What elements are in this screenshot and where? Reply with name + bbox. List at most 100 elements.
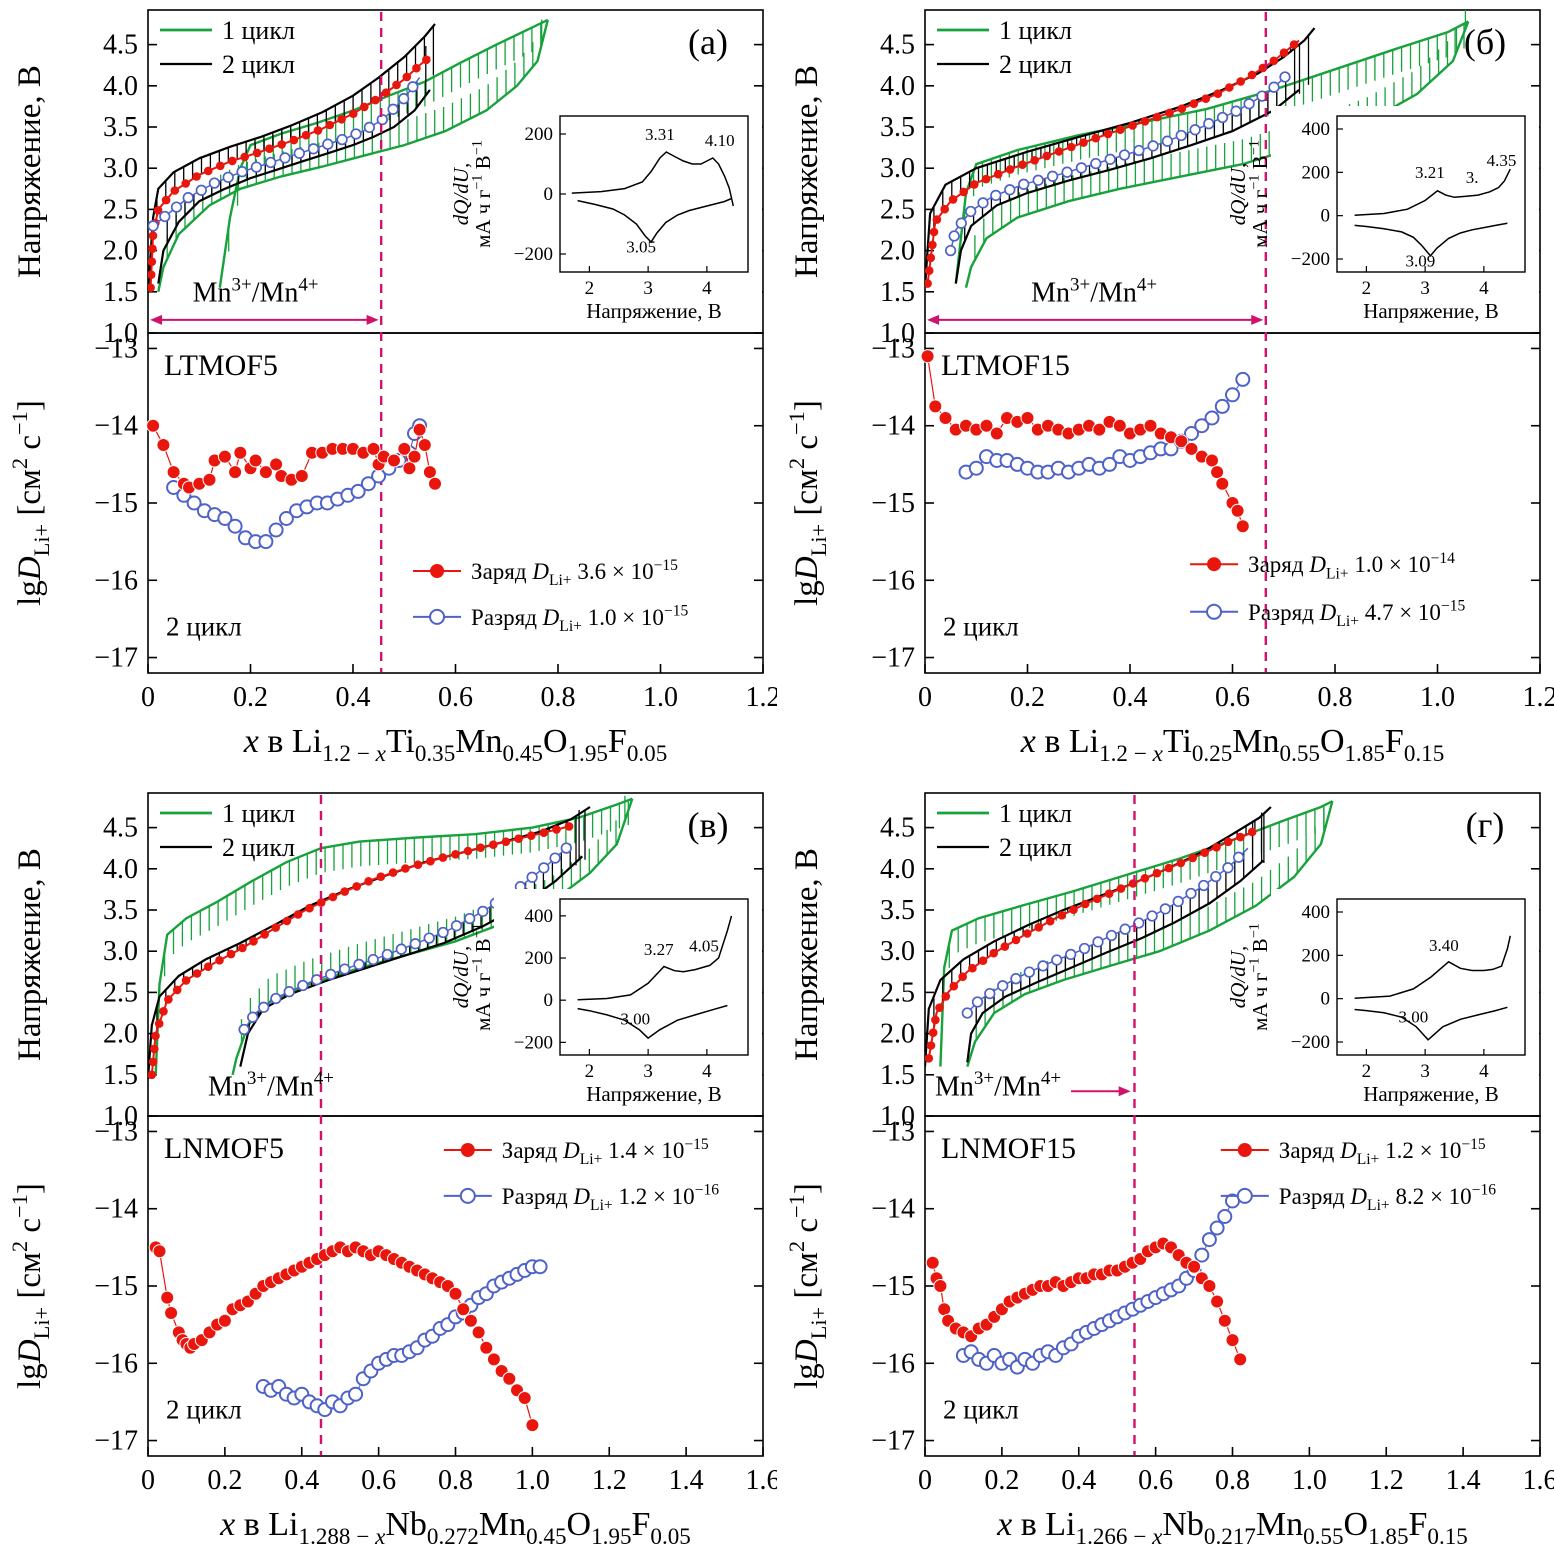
charge-point bbox=[1187, 1259, 1202, 1274]
charge-point bbox=[1235, 519, 1250, 534]
inset-y-tick: 400 bbox=[525, 906, 554, 927]
voltage-tick-label: 2.5 bbox=[103, 977, 138, 1008]
charge-point bbox=[486, 1352, 501, 1367]
voltage-axis-title: Напряжение, В bbox=[789, 65, 825, 278]
inset-x-tick: 2 bbox=[585, 278, 595, 299]
charge-point bbox=[937, 1302, 952, 1317]
inset-x-tick: 3 bbox=[1420, 278, 1430, 299]
voltage-tick-label: 3.0 bbox=[103, 153, 138, 184]
cycle1-charge-curve bbox=[939, 800, 1333, 1067]
inset-y-axis-title-1: dQ/dU, bbox=[449, 946, 473, 1008]
cycle1-discharge-curve bbox=[157, 19, 549, 293]
sample-name: LTMOF15 bbox=[941, 349, 1070, 382]
voltage-tick-label: 3.0 bbox=[880, 936, 915, 967]
sample-name: LNMOF5 bbox=[164, 1132, 284, 1165]
charge-point bbox=[928, 399, 943, 414]
axes: 1.01.52.02.53.03.54.04.5−13−14−15−16−170… bbox=[94, 30, 777, 713]
diffusion-legend: Заряд DLi+ 1.0 × 10−14 Разряд DLi+ 4.7 × … bbox=[1190, 550, 1466, 630]
charge-point bbox=[233, 445, 248, 460]
discharge-point bbox=[350, 483, 366, 499]
diffusion-tick-label: −15 bbox=[871, 488, 915, 519]
x-tick-label: 0.4 bbox=[284, 1465, 319, 1496]
discharge-point bbox=[1194, 418, 1210, 434]
charge-point bbox=[920, 349, 935, 364]
diffusion-tick-label: −14 bbox=[871, 1194, 915, 1225]
inset-y-tick: 400 bbox=[1302, 902, 1331, 923]
x-axis-formula: x в Li1.266 − xNb0.217Mn0.55O1.85F0.15 bbox=[996, 1506, 1468, 1549]
inset-y-tick: −200 bbox=[514, 244, 553, 265]
inset-peak-label: 3.21 bbox=[1415, 163, 1445, 182]
charge-point bbox=[517, 1391, 532, 1405]
inset-peak-label: 3.00 bbox=[1399, 1008, 1429, 1027]
charge-point bbox=[428, 476, 442, 491]
diffusion-legend-label: Разряд DLi+ 1.2 × 10−16 bbox=[502, 1182, 719, 1214]
charge-point bbox=[407, 449, 422, 464]
voltage-tick-label: 4.0 bbox=[103, 71, 138, 102]
charge-point bbox=[933, 1279, 948, 1293]
x-tick-label: 1.2 bbox=[1369, 1465, 1404, 1496]
cycle-legend: 1 цикл 2 цикл bbox=[160, 16, 295, 79]
inset-x-tick: 4 bbox=[1479, 1061, 1489, 1082]
diffusion-tick-label: −13 bbox=[871, 1116, 915, 1147]
charge-point bbox=[1230, 503, 1245, 518]
charge-point bbox=[938, 411, 953, 425]
discharge-point bbox=[1201, 1232, 1217, 1248]
discharge-point bbox=[532, 1259, 548, 1275]
cycle-note: 2 цикл bbox=[166, 612, 242, 642]
diffusion-tick-label: −16 bbox=[94, 565, 138, 596]
cycle-legend-label: 2 цикл bbox=[999, 50, 1072, 79]
discharge-point bbox=[1102, 456, 1117, 472]
x-tick-label: 0.6 bbox=[361, 1465, 396, 1496]
discharge-point bbox=[278, 511, 294, 526]
diffusion-plot: LNMOF15 2 цикл bbox=[925, 1132, 1248, 1425]
diffusion-tick-label: −16 bbox=[871, 565, 915, 596]
inset-x-axis-title: Напряжение, В bbox=[1363, 1082, 1498, 1106]
cycle-legend: 1 цикл 2 цикл bbox=[937, 16, 1072, 79]
inset-y-tick: 0 bbox=[544, 990, 554, 1011]
charge-point bbox=[1092, 422, 1107, 437]
dqdu-inset: 200 0 −200 2 3 4 3.31 4.10 3.05 Напряжение, В bbox=[494, 106, 762, 326]
x-tick-label: 1.0 bbox=[1420, 682, 1455, 713]
x-tick-label: 0.2 bbox=[207, 1465, 242, 1496]
diffusion-legend-label: Заряд DLi+ 1.4 × 10−15 bbox=[502, 1136, 709, 1168]
x-tick-label: 1.0 bbox=[1292, 1465, 1327, 1496]
charge-point bbox=[471, 1325, 486, 1340]
x-tick-label: 0.4 bbox=[1113, 682, 1148, 713]
charge-point bbox=[366, 441, 381, 456]
inset-peak-label: 3. bbox=[1466, 168, 1479, 187]
inset-peak-label: 3.40 bbox=[1429, 936, 1459, 955]
diffusion-axis-title: lgDLi+ [см2 с−1] bbox=[7, 1183, 54, 1389]
diffusion-tick-label: −16 bbox=[871, 1348, 915, 1379]
inset-charge-dqdu bbox=[577, 915, 733, 1001]
cycle2-charge-curve bbox=[925, 806, 1272, 1067]
charge-point bbox=[1202, 1279, 1217, 1293]
inset-y-axis-title-1: dQ/dU, bbox=[1226, 946, 1250, 1008]
voltage-tick-label: 4.5 bbox=[103, 30, 138, 61]
x-tick-label: 0.8 bbox=[1318, 682, 1353, 713]
charge-point bbox=[152, 1244, 167, 1259]
panel-letter: (а) bbox=[688, 22, 728, 62]
charge-point bbox=[448, 1286, 463, 1301]
mn-label: Mn3+/Mn4+ bbox=[208, 1068, 334, 1102]
cycle2-discharge-curve bbox=[954, 89, 1300, 284]
x-tick-label: 1.2 bbox=[746, 682, 778, 713]
charge-point bbox=[979, 418, 994, 433]
discharge-point bbox=[1235, 371, 1251, 387]
diffusion-tick-label: −14 bbox=[94, 411, 138, 442]
x-axis-formula: x в Li1.288 − xNb0.272Mn0.45O1.95F0.05 bbox=[219, 1506, 691, 1549]
diffusion-legend: Заряд DLi+ 3.6 × 10−15 Разряд DLi+ 1.0 × … bbox=[413, 557, 689, 635]
charge-point bbox=[217, 449, 232, 464]
inset-y-tick: 200 bbox=[1302, 945, 1331, 966]
panel-chart-g: 1.01.52.02.53.03.54.04.5−13−14−15−16−170… bbox=[784, 792, 1554, 1549]
voltage-tick-label: 2.5 bbox=[880, 977, 915, 1008]
inset-peak-label: 3.09 bbox=[1406, 252, 1436, 271]
diffusion-legend-label: Заряд DLi+ 3.6 × 10−15 bbox=[471, 557, 678, 589]
discharge-point bbox=[227, 518, 243, 534]
discharge-point bbox=[1217, 1209, 1233, 1224]
inset-y-axis-title-1: dQ/dU, bbox=[449, 163, 473, 225]
axes: 1.01.52.02.53.03.54.04.5−13−14−15−16−170… bbox=[94, 813, 777, 1496]
mn-label: Mn3+/Mn4+ bbox=[935, 1068, 1061, 1102]
x-tick-label: 0.2 bbox=[984, 1465, 1019, 1496]
x-tick-label: 1.4 bbox=[1446, 1465, 1481, 1496]
cycle2-discharge-curve bbox=[966, 859, 1265, 1063]
